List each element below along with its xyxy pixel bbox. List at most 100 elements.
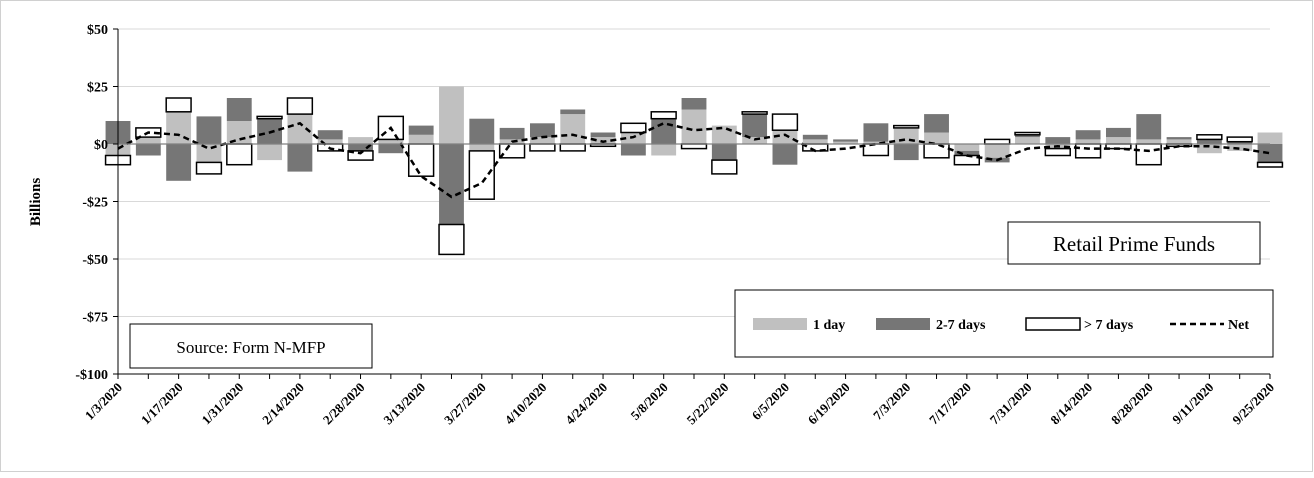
- bar-2-7-days: [439, 144, 464, 225]
- legend: 1 day 2-7 days > 7 days Net: [734, 289, 1274, 358]
- y-tick-label: -$75: [82, 311, 108, 326]
- bar-7-days: [559, 143, 586, 152]
- bar-2-7-days: [1015, 134, 1040, 138]
- bar-2-7-days: [833, 139, 859, 142]
- bar-7-days: [1074, 143, 1102, 159]
- y-tick-label: -$50: [82, 253, 108, 268]
- bar-1-day: [560, 114, 586, 144]
- bar-1-day: [348, 137, 373, 144]
- bar-7-days: [711, 159, 738, 175]
- y-tick-label: $0: [94, 138, 108, 153]
- y-tick-label: -$100: [75, 368, 108, 383]
- bar-7-days: [650, 111, 677, 120]
- bar-1-day: [954, 144, 980, 151]
- bar-1-day: [257, 144, 283, 161]
- bar-2-7-days: [954, 150, 980, 156]
- bar-7-days: [620, 122, 647, 134]
- series-line-net: [117, 121, 1271, 199]
- bar-1-day: [529, 137, 555, 144]
- bar-1-day: [317, 139, 343, 144]
- bar-7-days: [923, 143, 950, 159]
- bar-2-7-days: [651, 118, 677, 144]
- bar-1-day: [226, 121, 252, 144]
- bar-2-7-days: [772, 144, 798, 165]
- bar-1-day: [1257, 132, 1283, 144]
- bar-7-days: [529, 143, 556, 152]
- legend-swatch-gt7days: [1025, 317, 1081, 331]
- bar-7-days: [1135, 143, 1162, 166]
- bar-2-7-days: [317, 130, 343, 140]
- bar-2-7-days: [1045, 137, 1071, 144]
- legend-label-2to7days: 2-7 days: [936, 318, 986, 333]
- bar-7-days: [407, 143, 435, 177]
- bar-2-7-days: [1196, 139, 1222, 144]
- legend-label-gt7days: > 7 days: [1084, 318, 1134, 333]
- legend-label-net: Net: [1228, 318, 1249, 333]
- bar-7-days: [1196, 134, 1223, 141]
- bar-2-7-days: [226, 98, 252, 121]
- bar-1-day: [1015, 137, 1040, 144]
- bar-1-day: [1227, 144, 1253, 151]
- bar-2-7-days: [166, 144, 192, 181]
- y-axis-label: Billions: [28, 178, 44, 227]
- bar-7-days: [1044, 147, 1071, 157]
- bar-7-days: [893, 124, 920, 129]
- bar-2-7-days: [1257, 144, 1283, 163]
- bar-2-7-days: [408, 125, 434, 135]
- legend-label-1day: 1 day: [813, 318, 845, 333]
- bar-7-days: [1226, 136, 1253, 143]
- bar-1-day: [802, 139, 828, 144]
- bar-7-days: [741, 111, 768, 115]
- bar-1-day: [439, 86, 464, 144]
- bar-1-day: [378, 139, 404, 144]
- bar-7-days: [983, 138, 1011, 145]
- bar-7-days: [771, 113, 799, 131]
- legend-swatch-2to7days: [876, 318, 930, 330]
- bar-2-7-days: [681, 98, 707, 110]
- bar-7-days: [468, 150, 495, 200]
- bar-2-7-days: [893, 144, 919, 161]
- title-annotation-text: Retail Prime Funds: [1053, 232, 1215, 256]
- y-tick-label: -$25: [82, 196, 108, 211]
- bar-7-days: [953, 154, 981, 166]
- bar-2-7-days: [1136, 114, 1162, 140]
- bar-1-day: [1075, 139, 1101, 144]
- bar-1-day: [833, 141, 859, 144]
- bar-7-days: [1256, 161, 1284, 168]
- bar-2-7-days: [1105, 127, 1131, 138]
- bar-1-day: [135, 137, 161, 144]
- bar-1-day: [1196, 144, 1222, 154]
- bar-2-7-days: [348, 144, 373, 151]
- bar-2-7-days: [802, 134, 828, 140]
- bar-7-days: [1014, 131, 1041, 136]
- bar-1-day: [924, 132, 949, 144]
- bar-2-7-days: [1227, 141, 1253, 144]
- bar-2-7-days: [560, 109, 586, 115]
- bar-2-7-days: [863, 123, 889, 142]
- bar-1-day: [651, 144, 677, 156]
- bar-7-days: [680, 143, 708, 150]
- bar-7-days: [286, 97, 314, 115]
- bar-2-7-days: [135, 144, 161, 156]
- net-line-layer: [117, 121, 1271, 199]
- bar-2-7-days: [590, 132, 616, 138]
- bar-1-day: [681, 109, 707, 144]
- bar-2-7-days: [711, 144, 737, 161]
- bar-2-7-days: [742, 114, 768, 138]
- bar-1-day: [772, 130, 798, 144]
- bar-7-days: [498, 143, 526, 159]
- bar-2-7-days: [529, 123, 555, 138]
- bar-7-days: [226, 143, 253, 166]
- bar-7-days: [256, 115, 283, 120]
- bar-7-days: [862, 143, 890, 157]
- bar-1-day: [711, 125, 737, 144]
- bar-2-7-days: [469, 118, 495, 144]
- bar-2-7-days: [1075, 130, 1101, 140]
- bar-2-7-days: [378, 144, 404, 154]
- bar-1-day: [984, 144, 1010, 158]
- bar-1-day: [1105, 137, 1131, 144]
- bar-7-days: [438, 223, 465, 256]
- bar-2-7-days: [499, 127, 525, 140]
